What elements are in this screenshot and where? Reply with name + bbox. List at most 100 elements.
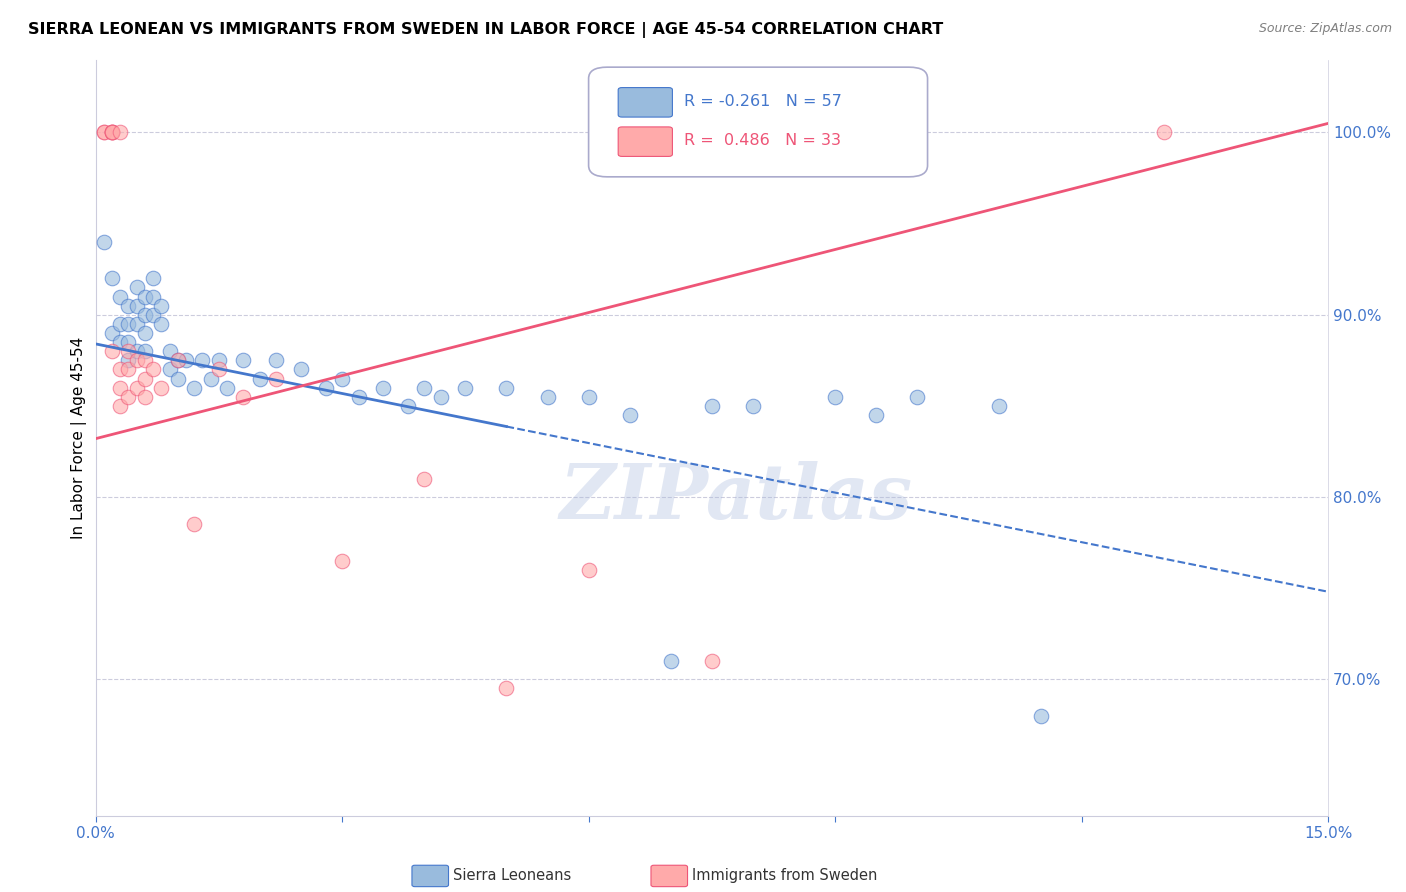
Point <box>429 390 451 404</box>
Point <box>536 390 558 404</box>
Point <box>659 654 682 668</box>
Point <box>93 126 115 140</box>
Point <box>150 317 173 331</box>
Point <box>101 126 124 140</box>
Point <box>93 126 115 140</box>
Point <box>134 289 156 303</box>
Point <box>117 317 139 331</box>
Y-axis label: In Labor Force | Age 45-54: In Labor Force | Age 45-54 <box>72 336 87 539</box>
Point <box>142 362 165 376</box>
Point <box>742 126 765 140</box>
Point <box>330 371 353 385</box>
Point <box>101 344 124 359</box>
Text: Immigrants from Sweden: Immigrants from Sweden <box>692 869 877 883</box>
Point <box>865 408 887 422</box>
Point <box>495 681 517 696</box>
Point <box>159 344 181 359</box>
Point <box>824 390 846 404</box>
Point <box>110 334 132 349</box>
Point <box>988 399 1011 413</box>
Point <box>183 517 205 532</box>
Point <box>110 289 132 303</box>
Point <box>619 408 641 422</box>
Point <box>101 126 124 140</box>
Point <box>166 371 188 385</box>
Point <box>117 362 139 376</box>
Point <box>166 353 188 368</box>
Point <box>110 362 132 376</box>
Text: ZIPatlas: ZIPatlas <box>560 461 912 535</box>
Point <box>413 472 436 486</box>
FancyBboxPatch shape <box>589 67 928 177</box>
Point <box>495 381 517 395</box>
Point <box>183 381 205 395</box>
Point <box>101 126 124 140</box>
Point <box>125 317 148 331</box>
Point <box>232 353 254 368</box>
Point <box>134 326 156 340</box>
Point <box>208 362 231 376</box>
Point <box>125 280 148 294</box>
Text: SIERRA LEONEAN VS IMMIGRANTS FROM SWEDEN IN LABOR FORCE | AGE 45-54 CORRELATION : SIERRA LEONEAN VS IMMIGRANTS FROM SWEDEN… <box>28 22 943 38</box>
Point <box>117 334 139 349</box>
Point <box>200 371 222 385</box>
Point <box>93 235 115 249</box>
Point <box>125 344 148 359</box>
Point <box>125 299 148 313</box>
FancyBboxPatch shape <box>619 127 672 156</box>
Point <box>134 371 156 385</box>
Point <box>110 399 132 413</box>
Point <box>166 353 188 368</box>
Point <box>742 399 765 413</box>
Point <box>117 390 139 404</box>
Point <box>101 326 124 340</box>
Point <box>125 381 148 395</box>
Point <box>413 381 436 395</box>
Point <box>159 362 181 376</box>
Point <box>101 126 124 140</box>
Point <box>117 299 139 313</box>
Point <box>330 554 353 568</box>
Text: Sierra Leoneans: Sierra Leoneans <box>453 869 571 883</box>
Point <box>125 353 148 368</box>
Text: Source: ZipAtlas.com: Source: ZipAtlas.com <box>1258 22 1392 36</box>
Point <box>315 381 337 395</box>
Point <box>700 654 723 668</box>
Point <box>215 381 238 395</box>
Text: R =  0.486   N = 33: R = 0.486 N = 33 <box>683 133 841 148</box>
Point <box>266 353 288 368</box>
Point <box>1153 126 1175 140</box>
Point <box>191 353 214 368</box>
Point <box>208 353 231 368</box>
Point <box>150 299 173 313</box>
Point <box>101 271 124 285</box>
Point <box>117 344 139 359</box>
Point <box>266 371 288 385</box>
Text: R = -0.261   N = 57: R = -0.261 N = 57 <box>683 94 841 109</box>
Point <box>249 371 271 385</box>
Point <box>905 390 928 404</box>
Point <box>700 399 723 413</box>
Point <box>290 362 312 376</box>
Point <box>110 126 132 140</box>
Point <box>134 390 156 404</box>
Point <box>110 317 132 331</box>
Point <box>142 271 165 285</box>
Point <box>110 381 132 395</box>
Point <box>1029 708 1052 723</box>
Point <box>117 353 139 368</box>
Point <box>232 390 254 404</box>
Point <box>347 390 370 404</box>
Point <box>142 308 165 322</box>
Point <box>373 381 395 395</box>
Point <box>396 399 419 413</box>
Point <box>174 353 197 368</box>
Point <box>454 381 477 395</box>
Point <box>150 381 173 395</box>
Point <box>578 563 600 577</box>
Point <box>134 308 156 322</box>
FancyBboxPatch shape <box>619 87 672 117</box>
Point <box>134 353 156 368</box>
Point <box>578 390 600 404</box>
Point <box>142 289 165 303</box>
